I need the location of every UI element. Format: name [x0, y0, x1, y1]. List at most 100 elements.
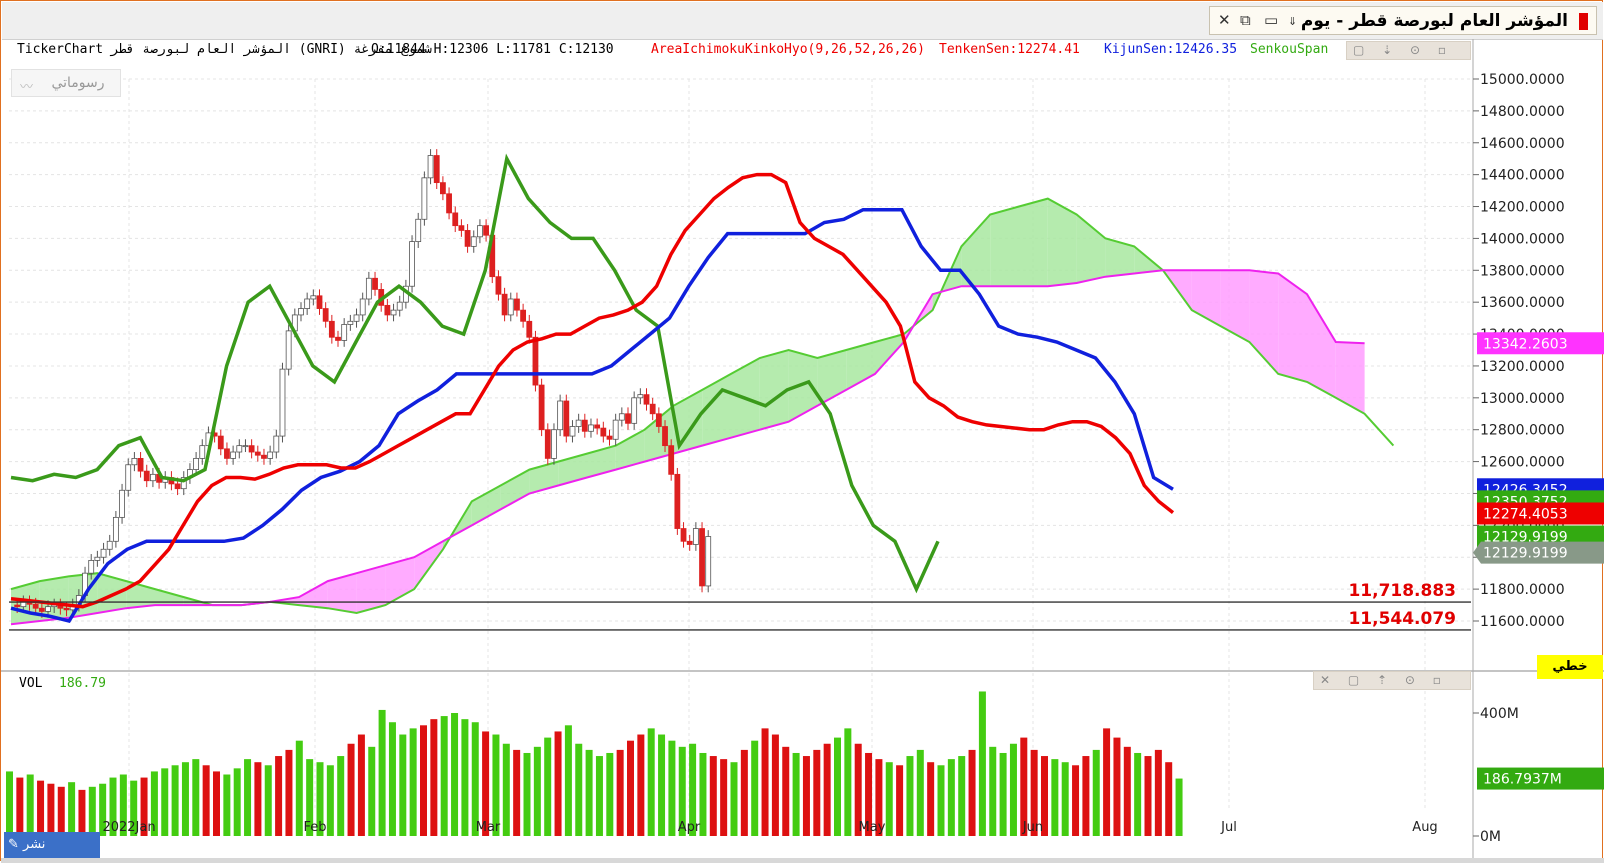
volume-bar [213, 771, 220, 836]
price-tag-bg [1473, 541, 1604, 564]
volume-value: 186.79 [59, 676, 106, 691]
volume-bar [1082, 756, 1090, 836]
volume-bar [958, 756, 966, 836]
candle [261, 454, 267, 459]
candle [421, 177, 428, 220]
volume-bar [585, 749, 593, 836]
candle [217, 435, 224, 450]
candle [94, 556, 101, 561]
volume-bar [875, 759, 883, 836]
candle [322, 308, 329, 322]
tenkan-sen-line [10, 172, 1175, 609]
restore-icon[interactable]: ▭ [1264, 11, 1279, 29]
drawings-button[interactable]: 〰 رسوماتي [11, 69, 121, 97]
cloud-segment [1278, 273, 1307, 382]
volume-bar [192, 759, 200, 836]
candle [477, 225, 483, 238]
y-tick-label: 12800.0000 [1480, 423, 1565, 439]
volume-bar [482, 731, 490, 836]
kijun-sen-line [10, 207, 1174, 624]
candle [304, 298, 311, 309]
volume-bar [130, 780, 138, 836]
volume-bar [699, 752, 707, 836]
price-tag-label: 12129.9199 [1483, 546, 1568, 562]
cloud-segment [615, 429, 645, 470]
volume-bar [544, 737, 552, 836]
volume-bar [813, 749, 821, 836]
candle [335, 336, 341, 341]
volume-tag-bg [1477, 767, 1604, 790]
volume-bar [99, 783, 107, 836]
time-axis: 2022Jan Feb Mar Apr May Jun Jul Aug [102, 820, 1437, 835]
candle [526, 320, 533, 338]
pin-icon[interactable]: ⇓ [1288, 15, 1298, 28]
candle [427, 155, 434, 179]
draw-button[interactable]: ✎ نشر [4, 832, 100, 858]
candle [150, 473, 156, 482]
volume-panel-controls[interactable]: ✕ ▢ ⇡ ⊙ ▫ [1313, 671, 1471, 690]
cloud-segment [990, 206, 1019, 287]
candle [131, 457, 138, 466]
y-tick-label: 12600.0000 [1480, 455, 1565, 471]
scrollbar[interactable] [1, 858, 1604, 863]
cloud-segment [1047, 198, 1077, 287]
scale-type-badge[interactable]: خطي [1537, 655, 1603, 679]
cloud-segment [1105, 238, 1135, 277]
volume-bar [337, 756, 345, 836]
candle [384, 304, 391, 316]
candle [143, 470, 150, 482]
candle [347, 320, 354, 325]
candle [551, 429, 557, 459]
volume-bar [1144, 756, 1152, 836]
volume-bar [68, 782, 76, 836]
volume-bar [989, 746, 997, 836]
candle [507, 298, 514, 316]
volume-bar [171, 765, 179, 836]
candle [501, 293, 508, 316]
volume-bar [627, 740, 634, 836]
volume-bar [57, 786, 65, 836]
candle [520, 309, 527, 322]
window-title-box[interactable]: ✕ ⧉ ▭ ⇓ المؤشر العام لبورصة قطر - يوم [1209, 6, 1597, 35]
cloud-segment [558, 453, 587, 486]
volume-bar [761, 728, 769, 836]
y-tick-label: 11800.0000 [1480, 582, 1565, 598]
main-panel-controls[interactable]: ▢ ⇣ ⊙ ▫ [1346, 41, 1471, 60]
cloud-segment [1076, 214, 1106, 284]
candle [538, 384, 545, 431]
volume-bar [140, 777, 148, 836]
candle [692, 528, 699, 545]
candle [119, 489, 125, 518]
y-tick-label: 14000.0000 [1480, 231, 1565, 247]
candle [174, 483, 181, 490]
volume-bar [161, 768, 169, 836]
volume-bar [668, 740, 676, 836]
copy-icon[interactable]: ⧉ [1240, 11, 1251, 29]
volume-bar [409, 728, 417, 836]
level-label: 11,718.883 [1348, 581, 1456, 601]
candle [495, 276, 502, 295]
candle [125, 464, 132, 491]
volume-bar [16, 777, 24, 836]
candle [32, 603, 39, 609]
candle [470, 236, 477, 247]
close-icon[interactable]: ✕ [1218, 11, 1231, 29]
title-marker-icon [1579, 13, 1588, 30]
volume-bar [968, 749, 976, 836]
candle [606, 435, 613, 440]
candle [631, 397, 638, 424]
volume-bar [896, 765, 904, 836]
price-tag-label: 12274.4053 [1483, 506, 1568, 522]
candle [254, 451, 261, 456]
volume-bar [368, 746, 376, 836]
candle [63, 607, 70, 611]
volume-label: VOL [19, 676, 43, 691]
volume-bar [1020, 737, 1028, 836]
volume-bar [47, 783, 55, 836]
candle [199, 445, 206, 459]
senkou-label: SenkouSpan [1250, 42, 1328, 57]
candle [575, 419, 582, 427]
candle [396, 301, 403, 311]
chart-area[interactable]: 11,718.883 11,544.079 400M 0M 186.7937M VOL 1… [1, 39, 1604, 859]
volume-bar [264, 765, 272, 836]
